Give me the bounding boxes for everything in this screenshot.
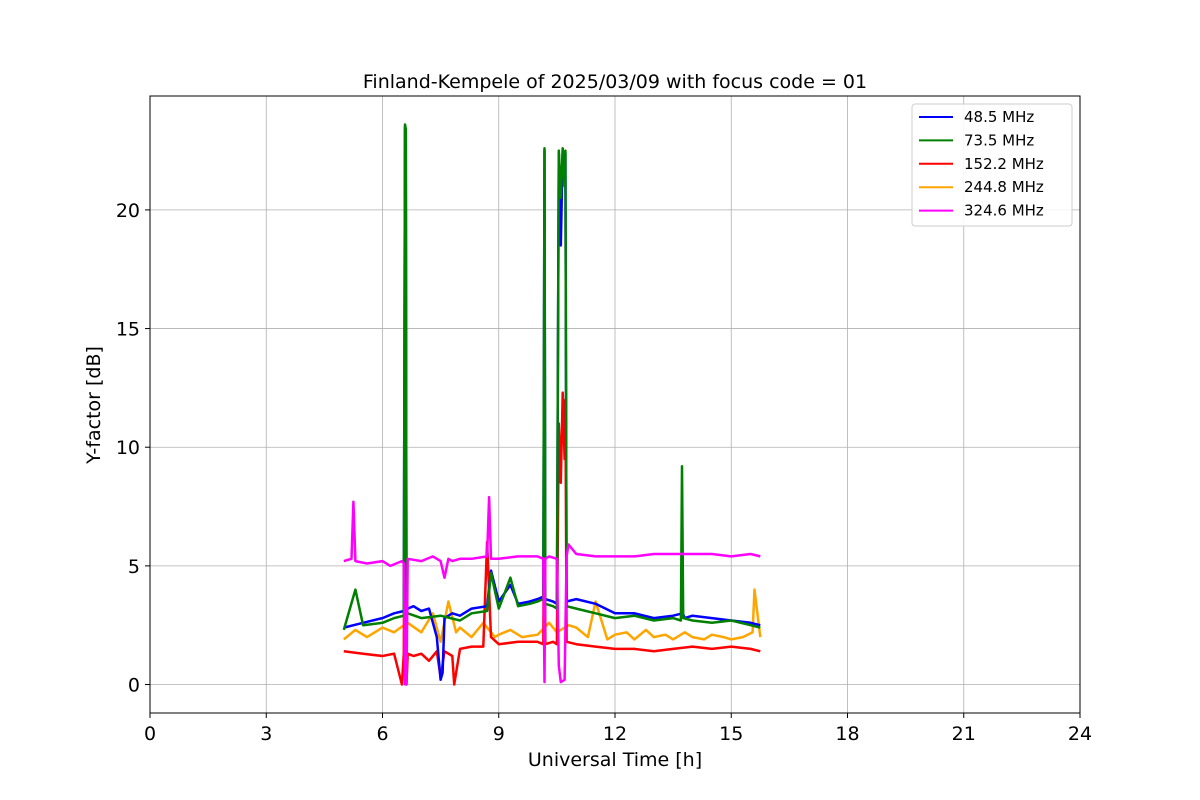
x-tick-label: 18 [835,723,859,745]
legend: 48.5 MHz 73.5 MHz 152.2 MHz 244.8 MHz 32… [911,103,1073,227]
x-tick-label: 24 [1068,723,1092,745]
legend-entry: 324.6 MHz [964,202,1044,220]
series-group [342,123,762,686]
x-tick-label: 3 [260,723,272,745]
x-axis-label: Universal Time [h] [528,749,702,771]
x-tick-label: 15 [719,723,743,745]
y-tick-label: 20 [116,200,140,222]
legend-entry: 73.5 MHz [964,131,1034,149]
y-tick-label: 0 [128,675,140,697]
legend-entry: 244.8 MHz [964,178,1044,196]
y-ticks: 0 5 10 15 20 [116,200,150,697]
series-line-0 [343,125,761,682]
y-tick-label: 5 [128,556,140,578]
series-line-4 [343,495,761,686]
legend-box [911,103,1073,227]
x-tick-label: 12 [603,723,627,745]
x-tick-label: 9 [493,723,505,745]
y-tick-label: 15 [116,319,140,341]
legend-entry: 48.5 MHz [964,108,1034,126]
y-tick-label: 10 [116,437,140,459]
series-line-1 [342,123,761,631]
legend-entry: 152.2 MHz [964,155,1044,173]
x-tick-label: 0 [144,723,156,745]
chart-title: Finland-Kempele of 2025/03/09 with focus… [363,71,867,93]
x-ticks: 0 3 6 9 12 15 18 21 24 [144,713,1092,745]
x-tick-label: 21 [952,723,976,745]
y-axis-label: Y-factor [dB] [83,346,105,465]
x-tick-label: 6 [376,723,388,745]
